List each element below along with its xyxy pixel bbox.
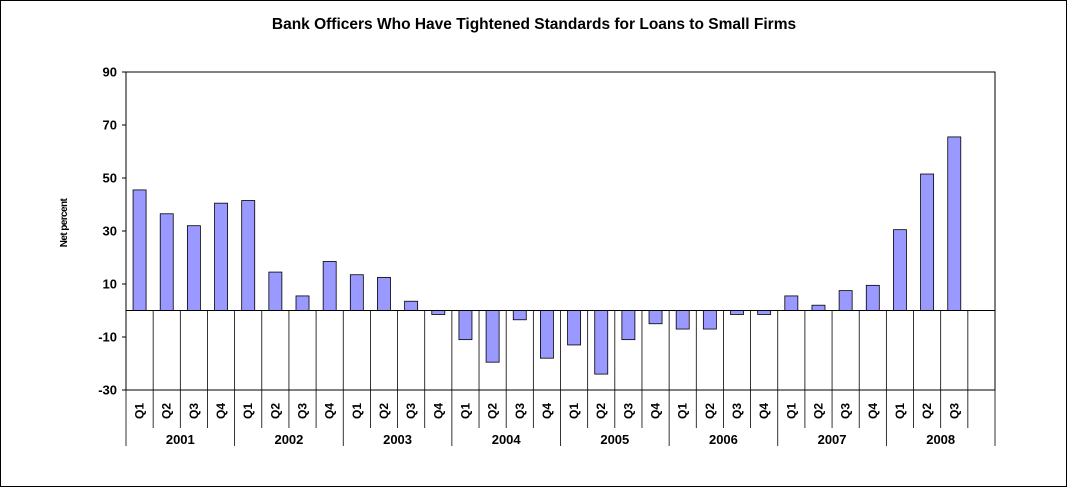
year-label: 2006 [709, 432, 738, 447]
bar [920, 173, 935, 311]
bar [648, 310, 663, 325]
quarter-label: Q2 [703, 403, 717, 419]
bar [757, 310, 772, 315]
quarter-label: Q3 [513, 403, 527, 419]
bar [947, 136, 962, 311]
y-tick-label: 70 [103, 118, 117, 133]
quarter-label: Q4 [323, 403, 337, 419]
quarter-label: Q3 [730, 403, 744, 419]
quarter-label: Q1 [893, 403, 907, 419]
bar [730, 310, 744, 315]
bar [159, 213, 174, 311]
quarter-label: Q3 [187, 403, 201, 419]
quarter-label: Q3 [404, 403, 418, 419]
quarter-label: Q2 [268, 403, 282, 419]
year-label: 2002 [274, 432, 303, 447]
quarter-label: Q2 [920, 403, 934, 419]
y-axis-title: Net percent [59, 198, 70, 248]
quarter-label: Q1 [784, 403, 798, 419]
bar [512, 310, 527, 321]
bar [784, 295, 799, 311]
bar [349, 274, 364, 311]
quarter-label: Q4 [757, 403, 771, 419]
bar [132, 189, 147, 311]
quarter-label: Q1 [676, 403, 690, 419]
bar [322, 261, 337, 311]
year-label: 2004 [492, 432, 522, 447]
year-label: 2005 [600, 432, 629, 447]
y-tick-label: 30 [103, 224, 117, 239]
quarter-label: Q3 [621, 403, 635, 419]
year-label: 2008 [926, 432, 955, 447]
bar [675, 310, 690, 330]
bar [295, 295, 310, 311]
bar [458, 310, 473, 341]
bar [621, 310, 636, 341]
chart-title: Bank Officers Who Have Tightened Standar… [271, 16, 797, 33]
bar [594, 310, 609, 375]
quarter-label: Q2 [811, 403, 825, 419]
bar [540, 310, 554, 359]
year-label: 2003 [383, 432, 412, 447]
y-tick-label: 90 [103, 65, 117, 80]
y-tick-label: -10 [98, 330, 117, 345]
quarter-label: Q1 [458, 403, 472, 419]
bar [268, 271, 283, 311]
bar [214, 202, 228, 311]
quarter-label: Q3 [947, 403, 961, 419]
bar [893, 229, 907, 311]
quarter-label: Q4 [649, 403, 663, 419]
bar [838, 290, 853, 311]
bar [865, 284, 880, 311]
quarter-label: Q1 [241, 403, 255, 419]
y-tick-label: -30 [98, 383, 117, 398]
quarter-label: Q1 [350, 403, 364, 419]
bar [567, 310, 581, 346]
bar [377, 276, 391, 311]
quarter-label: Q2 [594, 403, 608, 419]
y-tick-label: 10 [103, 277, 117, 292]
year-label: 2001 [166, 432, 195, 447]
bar [186, 225, 201, 311]
quarter-label: Q3 [296, 403, 310, 419]
quarter-label: Q2 [486, 403, 500, 419]
quarter-label: Q1 [133, 403, 147, 419]
quarter-label: Q3 [839, 403, 853, 419]
bar [431, 310, 446, 315]
bar [404, 300, 419, 311]
year-label: 2007 [818, 432, 847, 447]
quarter-label: Q4 [540, 403, 554, 419]
quarter-label: Q2 [377, 403, 391, 419]
bar [485, 310, 500, 363]
bar [702, 310, 717, 330]
quarter-label: Q1 [567, 403, 581, 419]
quarter-label: Q4 [431, 403, 445, 419]
quarter-label: Q4 [214, 403, 228, 419]
y-tick-label: 50 [103, 171, 117, 186]
quarter-label: Q2 [160, 403, 174, 419]
bar [241, 200, 256, 311]
bar [811, 304, 826, 311]
quarter-label: Q4 [866, 403, 880, 419]
